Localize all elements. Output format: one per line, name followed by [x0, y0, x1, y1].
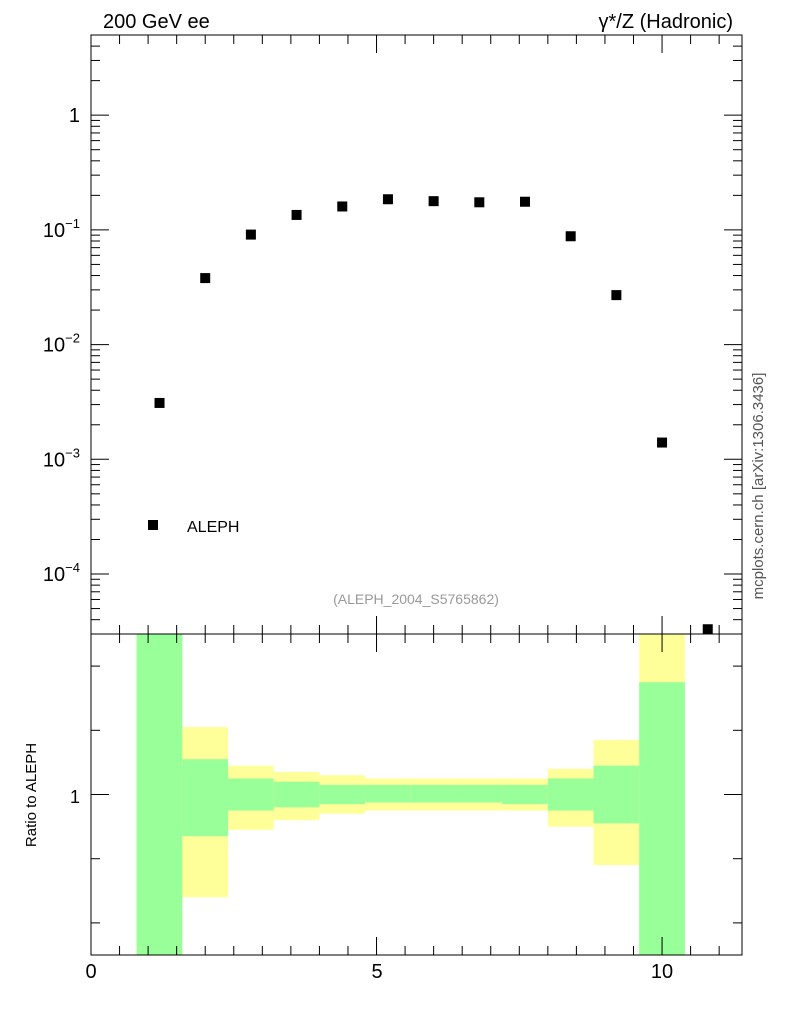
data-point [657, 437, 668, 448]
legend-marker [148, 520, 158, 530]
ratio-band-inner [182, 759, 229, 837]
data-point [200, 273, 211, 284]
x-tick-label-10: 10 [651, 961, 673, 983]
top-y-tick-label-4: 10−4 [43, 560, 80, 586]
ratio-y-tick-label: 1 [70, 787, 80, 807]
ratio-bands [136, 634, 685, 955]
legend-label: ALEPH [187, 519, 239, 536]
ratio-band-inner [547, 778, 594, 811]
header-left-title: 200 GeV ee [103, 11, 210, 33]
data-point [520, 196, 530, 207]
top-y-tick-label-2: 10−2 [43, 331, 80, 357]
data-point [245, 229, 256, 240]
top-y-tick-label-3: 10−3 [43, 445, 80, 471]
ratio-band-inner [502, 784, 548, 805]
top-plot-ticks [90, 34, 742, 635]
top-plot: 1 10−1 10−2 10−3 10−4 ALEPH (ALEPH_2004_S576… [43, 34, 743, 635]
ratio-y-axis-label: Ratio to ALEPH [23, 743, 40, 847]
data-point [702, 624, 713, 635]
data-point [337, 201, 348, 212]
ratio-band-inner [228, 778, 274, 811]
ratio-band-inner [319, 784, 366, 805]
x-tick-label-0: 0 [85, 961, 96, 983]
data-point [382, 194, 393, 205]
ratio-band-inner [136, 634, 183, 955]
top-plot-y-tick-labels: 1 10−1 10−2 10−3 10−4 [43, 105, 80, 586]
top-y-tick-label-1: 10−1 [43, 216, 80, 242]
ratio-band-inner [456, 784, 503, 803]
top-y-tick-label-0: 1 [69, 105, 80, 127]
data-point [474, 197, 485, 208]
header-right-title: γ*/Z (Hadronic) [599, 11, 733, 33]
data-point [565, 231, 576, 242]
ratio-band-inner [593, 765, 640, 824]
data-point [611, 290, 622, 301]
analysis-id: (ALEPH_2004_S5765862) [333, 591, 499, 607]
ratio-band-inner [365, 784, 411, 803]
side-label: mcplots.cern.ch [arXiv:1306.3436] [750, 373, 767, 600]
ratio-plot: 1 0 5 10 Ratio to ALEPH [23, 633, 743, 983]
data-point [154, 397, 165, 408]
data-point [291, 209, 302, 220]
ratio-band-inner [410, 784, 457, 803]
legend: ALEPH [148, 519, 239, 536]
ratio-band-inner [273, 781, 320, 808]
ratio-band-inner [639, 682, 685, 955]
ratio-plot-ticks [90, 634, 742, 955]
data-points [154, 194, 713, 635]
data-point [428, 196, 439, 207]
x-tick-label-5: 5 [371, 961, 382, 983]
top-plot-frame [90, 34, 743, 635]
